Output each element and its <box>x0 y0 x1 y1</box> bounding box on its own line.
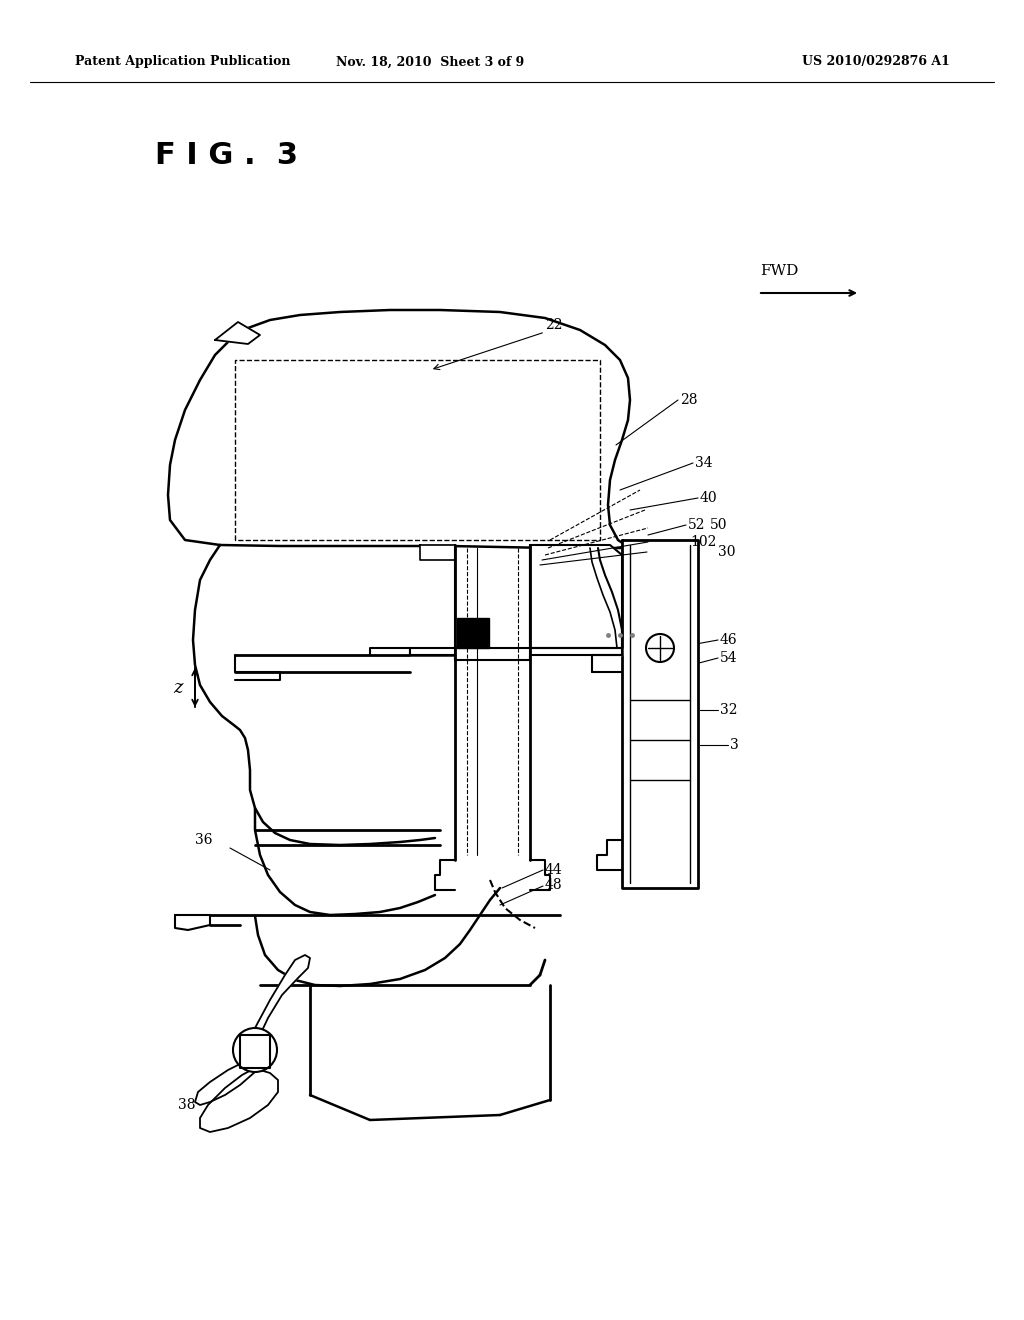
Text: 48: 48 <box>545 878 562 892</box>
Polygon shape <box>622 540 698 888</box>
Polygon shape <box>255 954 310 1040</box>
Text: Nov. 18, 2010  Sheet 3 of 9: Nov. 18, 2010 Sheet 3 of 9 <box>336 55 524 69</box>
Text: 32: 32 <box>720 704 737 717</box>
Circle shape <box>233 1028 278 1072</box>
Polygon shape <box>168 310 630 548</box>
Text: 36: 36 <box>195 833 213 847</box>
Text: 34: 34 <box>695 455 713 470</box>
Circle shape <box>646 634 674 663</box>
Text: 54: 54 <box>720 651 737 665</box>
Text: 46: 46 <box>720 634 737 647</box>
Polygon shape <box>215 322 260 345</box>
Text: FWD: FWD <box>760 264 799 279</box>
Text: 52: 52 <box>688 517 706 532</box>
Text: 50: 50 <box>710 517 727 532</box>
Polygon shape <box>457 618 489 648</box>
Text: 30: 30 <box>718 545 735 558</box>
Text: 102: 102 <box>690 535 717 549</box>
Text: 3: 3 <box>730 738 738 752</box>
Polygon shape <box>240 1035 270 1068</box>
Text: 38: 38 <box>178 1098 196 1111</box>
Polygon shape <box>175 915 210 931</box>
Polygon shape <box>420 545 455 560</box>
Text: Patent Application Publication: Patent Application Publication <box>75 55 291 69</box>
Text: 44: 44 <box>545 863 563 876</box>
Text: 28: 28 <box>680 393 697 407</box>
Polygon shape <box>200 1068 278 1133</box>
Text: US 2010/0292876 A1: US 2010/0292876 A1 <box>802 55 950 69</box>
Polygon shape <box>410 648 622 660</box>
Text: 40: 40 <box>700 491 718 506</box>
Text: 22: 22 <box>545 318 562 333</box>
Text: F I G .  3: F I G . 3 <box>155 140 298 169</box>
Polygon shape <box>195 1059 255 1105</box>
Text: z: z <box>173 678 183 697</box>
Polygon shape <box>530 545 622 648</box>
